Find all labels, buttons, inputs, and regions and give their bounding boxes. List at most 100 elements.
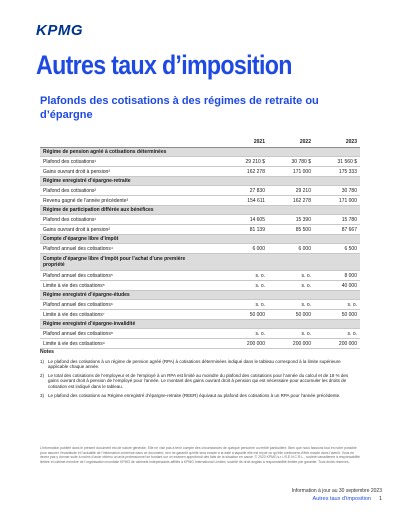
header-year-2022: 2022 [268,137,314,148]
footer-title: Autres taux d’imposition 1 [313,496,382,502]
value-2023: 6 500 [314,243,360,254]
value-2022: 171 000 [268,166,314,177]
section-heading: Compte d’épargne libre d’impôt pour l’ac… [40,253,360,271]
table-header-row: 2021 2022 2023 [40,137,360,148]
value-2023: s. o. [314,328,360,339]
note-number: 2) [40,372,45,378]
section-header-row: Régime de pension agréé à cotisations dé… [40,147,360,157]
section-header-row: Régime enregistré d’épargne-retraite [40,176,360,186]
header-label-cell [40,137,222,148]
page-title: Autres taux d’imposition [36,50,292,80]
table-row: Gains ouvrant droit à pension² 81 139 85 5… [40,224,360,235]
table-row: Revenu gagné de l’année précédente³ 154 6… [40,195,360,206]
row-label: Gains ouvrant droit à pension² [40,224,222,235]
value-2023: 87 667 [314,224,360,235]
value-2023: 40 000 [314,280,360,291]
row-label: Plafond des cotisations² [40,185,222,196]
value-2021: s. o. [222,270,268,281]
header-year-2021: 2021 [222,137,268,148]
table-row: Limite à vie des cotisations⁵ s. o. s. o. 4… [40,280,360,291]
note-text: Le plafond des cotisations au Régime enr… [48,392,341,398]
value-2021: 14 605 [222,214,268,225]
section-heading: Compte d’épargne libre d’impôt [40,234,360,244]
section-header-row: Compte d’épargne libre d’impôt [40,234,360,244]
section-heading: Régime de participation différée aux bén… [40,205,360,215]
value-2022: s. o. [268,328,314,339]
value-2021: 6 000 [222,243,268,254]
value-2023: s. o. [314,299,360,310]
value-2022: s. o. [268,280,314,291]
row-label: Limite à vie des cotisations⁵ [40,280,222,291]
row-label: Plafond annuel des cotisations⁸ [40,328,222,339]
value-2022: 30 780 $ [268,156,314,167]
table-row: Plafond annuel des cotisations⁶ s. o. s. o… [40,299,360,310]
table-row: Plafond des cotisations² 27 830 29 210 30 7… [40,185,360,196]
row-label: Plafond des cotisations¹ [40,156,222,167]
section-heading: Régime de pension agréé à cotisations dé… [40,147,360,157]
table-row: Gains ouvrant droit à pension² 162 278 171… [40,166,360,177]
value-2023: 200 000 [314,338,360,349]
value-2021: 27 830 [222,185,268,196]
note-item: 3) Le plafond des cotisations au Régime … [40,393,360,399]
value-2023: 50 000 [314,309,360,320]
value-2023: 8 000 [314,270,360,281]
section-header-row: Régime enregistré d’épargne-études [40,290,360,300]
row-label: Plafond des cotisations¹ [40,214,222,225]
value-2022: 85 500 [268,224,314,235]
legal-disclaimer: L’information publiée dans le présent do… [40,446,360,464]
value-2022: 200 000 [268,338,314,349]
table-row: Plafond annuel des cotisations⁴ 6 000 6 00… [40,243,360,254]
section-header-row: Régime de participation différée aux bén… [40,205,360,215]
value-2023: 15 780 [314,214,360,225]
page-number: 1 [378,496,382,502]
value-2022: s. o. [268,299,314,310]
table-row: Limite à vie des cotisations⁷ 50 000 50 00… [40,309,360,320]
page-subtitle: Plafonds des cotisations à des régimes d… [40,95,319,121]
value-2022: 15 390 [268,214,314,225]
section-heading: Régime enregistré d’épargne-études [40,290,360,300]
value-2022: s. o. [268,270,314,281]
notes-section: Notes 1) Le plafond des cotisations à un… [40,349,360,401]
table-row: Plafond des cotisations¹ 14 605 15 390 15 7… [40,214,360,225]
table-row: Plafond annuel des cotisations⁸ s. o. s. o… [40,328,360,339]
table-row: Limite à vie des cotisations⁹ 200 000 200 … [40,338,360,349]
footer-date: Information à jour au 30 septembre 2023 [291,488,382,494]
value-2021: 200 000 [222,338,268,349]
value-2022: 29 210 [268,185,314,196]
table-row: Plafond annuel des cotisations⁵ s. o. s. o… [40,270,360,281]
row-label: Limite à vie des cotisations⁷ [40,309,222,320]
table-row: Plafond des cotisations¹ 29 210 $30 780 $… [40,156,360,167]
row-label: Plafond annuel des cotisations⁵ [40,270,222,281]
value-2022: 162 278 [268,195,314,206]
section-header-row: Compte d’épargne libre d’impôt pour l’ac… [40,253,360,271]
note-number: 3) [40,392,45,398]
row-label: Plafond annuel des cotisations⁶ [40,299,222,310]
kpmg-logo: KPMG [36,22,83,39]
value-2023: 31 560 $ [314,156,360,167]
value-2023: 171 000 [314,195,360,206]
note-item: 2) Le total des cotisations de l’employe… [40,373,360,390]
value-2023: 30 780 [314,185,360,196]
value-2021: s. o. [222,328,268,339]
value-2023: 175 333 [314,166,360,177]
value-2021: 162 278 [222,166,268,177]
note-text: Le plafond des cotisations à un régime d… [48,358,341,370]
section-heading: Régime enregistré d’épargne-retraite [40,176,360,186]
value-2021: 50 000 [222,309,268,320]
header-year-2023: 2023 [314,137,360,148]
value-2021: s. o. [222,280,268,291]
section-header-row: Régime enregistré d’épargne-invalidité [40,319,360,329]
value-2021: s. o. [222,299,268,310]
notes-title: Notes [40,349,54,355]
value-2021: 29 210 $ [222,156,268,167]
note-text: Le total des cotisations de l’employeur … [48,372,349,389]
section-heading: Régime enregistré d’épargne-invalidité [40,319,360,329]
footer-doc-title: Autres taux d’imposition [312,496,371,502]
note-item: 1) Le plafond des cotisations à un régim… [40,359,360,370]
value-2022: 50 000 [268,309,314,320]
row-label: Plafond annuel des cotisations⁴ [40,243,222,254]
row-label: Gains ouvrant droit à pension² [40,166,222,177]
value-2021: 81 139 [222,224,268,235]
row-label: Revenu gagné de l’année précédente³ [40,195,222,206]
note-number: 1) [40,358,45,364]
